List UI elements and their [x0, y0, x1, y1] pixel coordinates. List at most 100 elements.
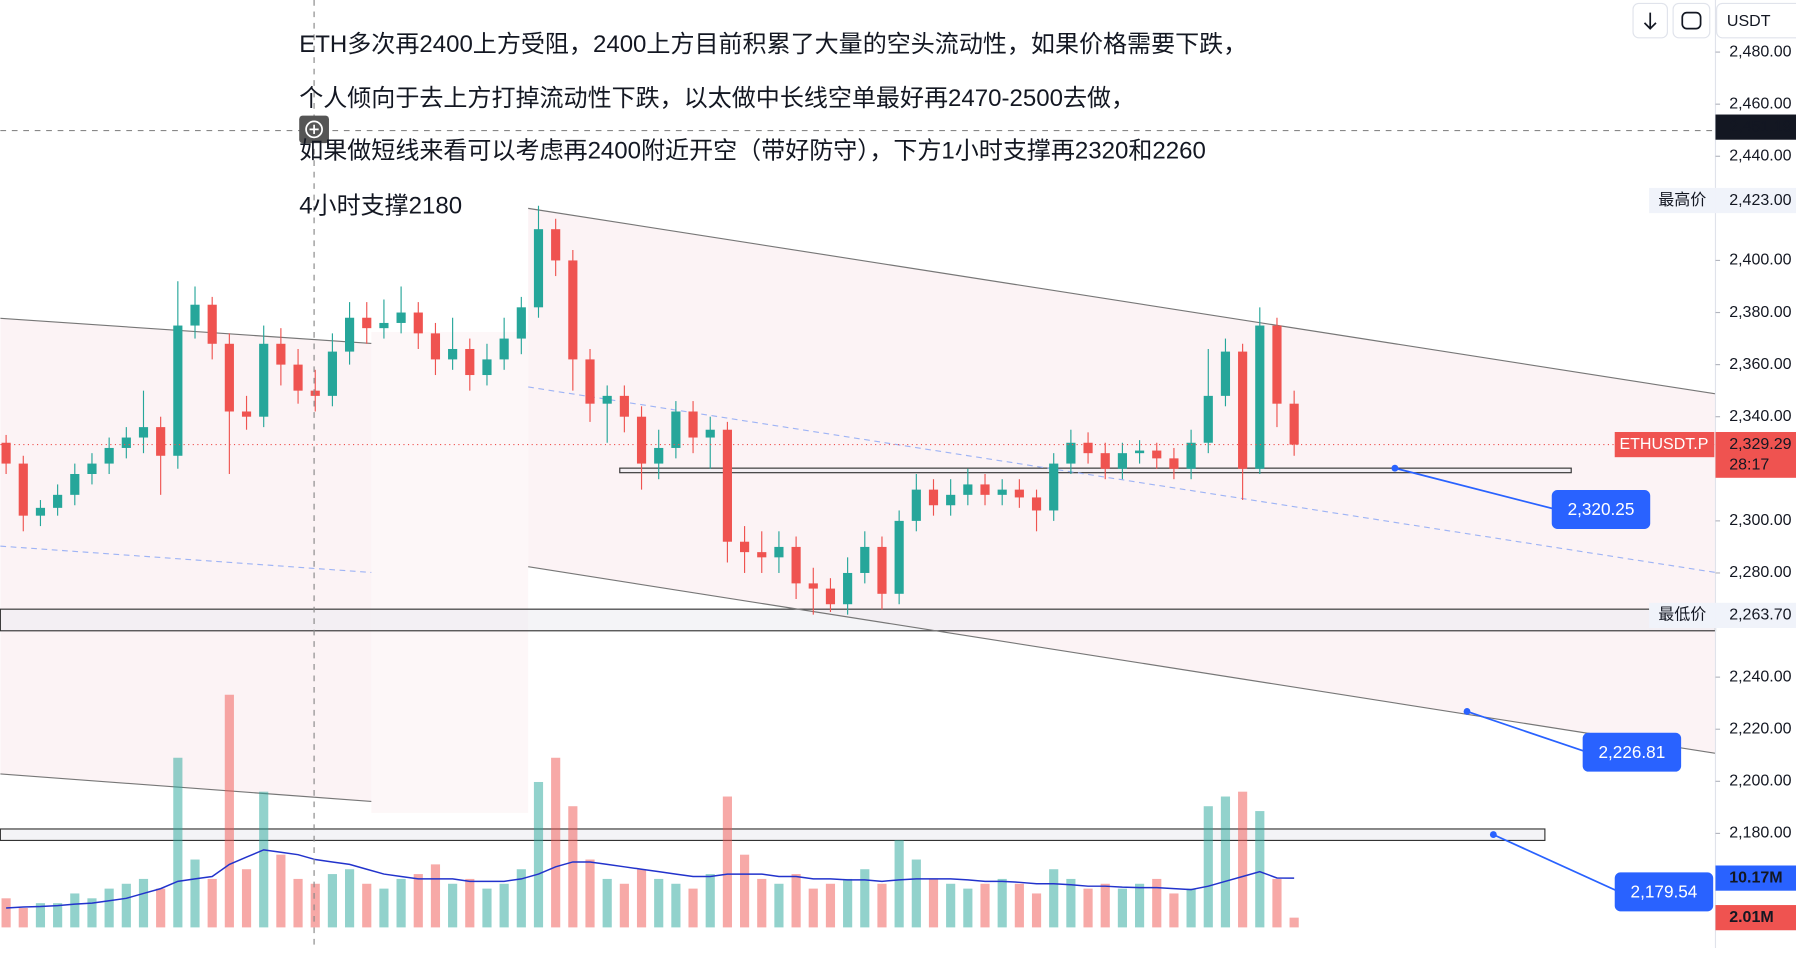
candle-body	[928, 489, 939, 506]
candle-body	[980, 484, 990, 495]
volume-bar	[53, 903, 63, 928]
candle-body	[1014, 489, 1024, 498]
candle-body	[551, 229, 561, 261]
volume-bar	[619, 883, 629, 928]
add-button[interactable]	[299, 115, 329, 144]
volume-bar	[928, 878, 939, 928]
y-tick-label: 2,240.00	[1729, 667, 1791, 685]
alert-arrow	[1466, 710, 1588, 754]
candle-body	[362, 317, 372, 329]
candle-body	[877, 546, 887, 594]
note: 4小时支撑2180	[299, 193, 462, 220]
candle-body	[1083, 442, 1093, 454]
currency: USDT	[1727, 12, 1771, 30]
candle-body	[825, 588, 836, 605]
last-price-box	[1715, 432, 1796, 478]
y-tick-label: 2,280.00	[1729, 563, 1791, 581]
candle-body	[173, 325, 183, 456]
y-tick-label: 2,440.00	[1729, 146, 1791, 164]
volume-bar	[825, 883, 836, 928]
y-tick-label: 2,200.00	[1729, 772, 1791, 790]
y-tick-label: 2,480.00	[1729, 42, 1791, 60]
volume-bar	[1100, 883, 1110, 928]
volume-ma	[6, 849, 1295, 909]
candle-body	[911, 489, 921, 521]
currency-button[interactable]	[1716, 2, 1796, 39]
volume-ma-label: 10.17M	[1729, 868, 1782, 886]
crosshair-price: 2,451.19	[1729, 117, 1791, 135]
volume-bar	[791, 874, 801, 928]
volume-ma-box	[1715, 865, 1796, 891]
volume-bar	[156, 888, 166, 928]
volume-bar	[1083, 888, 1093, 928]
candle-body	[1031, 497, 1042, 511]
candle-body	[70, 474, 80, 495]
candle-body	[568, 260, 578, 360]
alert-box	[1614, 872, 1714, 912]
y-tick-label: 2,460.00	[1729, 94, 1791, 112]
volume-bar	[1117, 888, 1127, 928]
volume-bar	[808, 888, 818, 928]
candle-body	[791, 546, 801, 584]
candle-body	[843, 572, 853, 605]
note: 个人倾向于去上方打掉流动性下跌，以太做中长线空单最好再2470-2500去做，	[299, 85, 1135, 112]
y-tick-label: 2,340.00	[1729, 407, 1791, 425]
low-name-box	[1649, 602, 1716, 629]
y-tick-label: 2,380.00	[1729, 303, 1791, 321]
low-price-box	[1715, 602, 1796, 629]
candle-body	[533, 229, 544, 308]
y-tick-label: 2,300.00	[1729, 511, 1791, 529]
candle-body	[293, 364, 303, 391]
candle-body	[190, 304, 200, 326]
crosshair-price-box	[1715, 114, 1796, 140]
volume-bar	[997, 878, 1007, 928]
alert-point	[1391, 464, 1399, 472]
symbol: ETHUSDT.P	[1619, 435, 1708, 453]
volume-bar	[757, 878, 767, 928]
candle-body	[705, 429, 715, 438]
candle-body	[671, 411, 681, 448]
trend-line	[0, 317, 372, 345]
y-tick-label: 2,180.00	[1729, 824, 1791, 842]
volume-last-box	[1715, 905, 1796, 931]
volume-bar	[568, 806, 578, 928]
volume-bar	[327, 874, 337, 928]
candle-body	[448, 348, 458, 360]
volume-bar	[276, 854, 286, 928]
volume-bar	[1220, 796, 1231, 928]
candle-body	[1203, 395, 1213, 443]
volume-bar	[636, 869, 647, 928]
candle-body	[53, 494, 63, 508]
volume-bar	[18, 908, 28, 928]
candle-body	[430, 333, 441, 360]
volume-bar	[1203, 806, 1213, 928]
volume-bar	[1, 898, 11, 928]
candle-body	[241, 411, 252, 417]
candle-body	[963, 484, 973, 495]
candle-body	[636, 416, 647, 464]
alert-box	[1582, 732, 1682, 772]
refresh-button[interactable]	[1672, 2, 1711, 39]
volume-bar	[1066, 878, 1076, 928]
alert-box	[1551, 490, 1651, 529]
candle-body	[1117, 453, 1127, 469]
candle-body	[894, 520, 904, 594]
volume-bar	[396, 878, 406, 928]
volume-bar	[224, 694, 234, 928]
volume-bar	[980, 883, 990, 928]
volume-bar	[774, 883, 784, 928]
candle-body	[1169, 458, 1179, 469]
candle-body	[1186, 442, 1196, 469]
candle-body	[104, 447, 114, 464]
toolbar: USDT	[1632, 2, 1796, 39]
volume-bar	[946, 883, 956, 928]
candle-body	[1238, 351, 1248, 469]
volume-bar	[499, 883, 509, 928]
candle-body	[482, 359, 492, 376]
volume-bar	[1272, 878, 1282, 928]
candle-body	[997, 489, 1007, 495]
volume-bar	[1238, 791, 1248, 928]
candle-body	[602, 395, 612, 404]
candle-body	[327, 351, 337, 396]
volume-bar	[654, 878, 664, 928]
